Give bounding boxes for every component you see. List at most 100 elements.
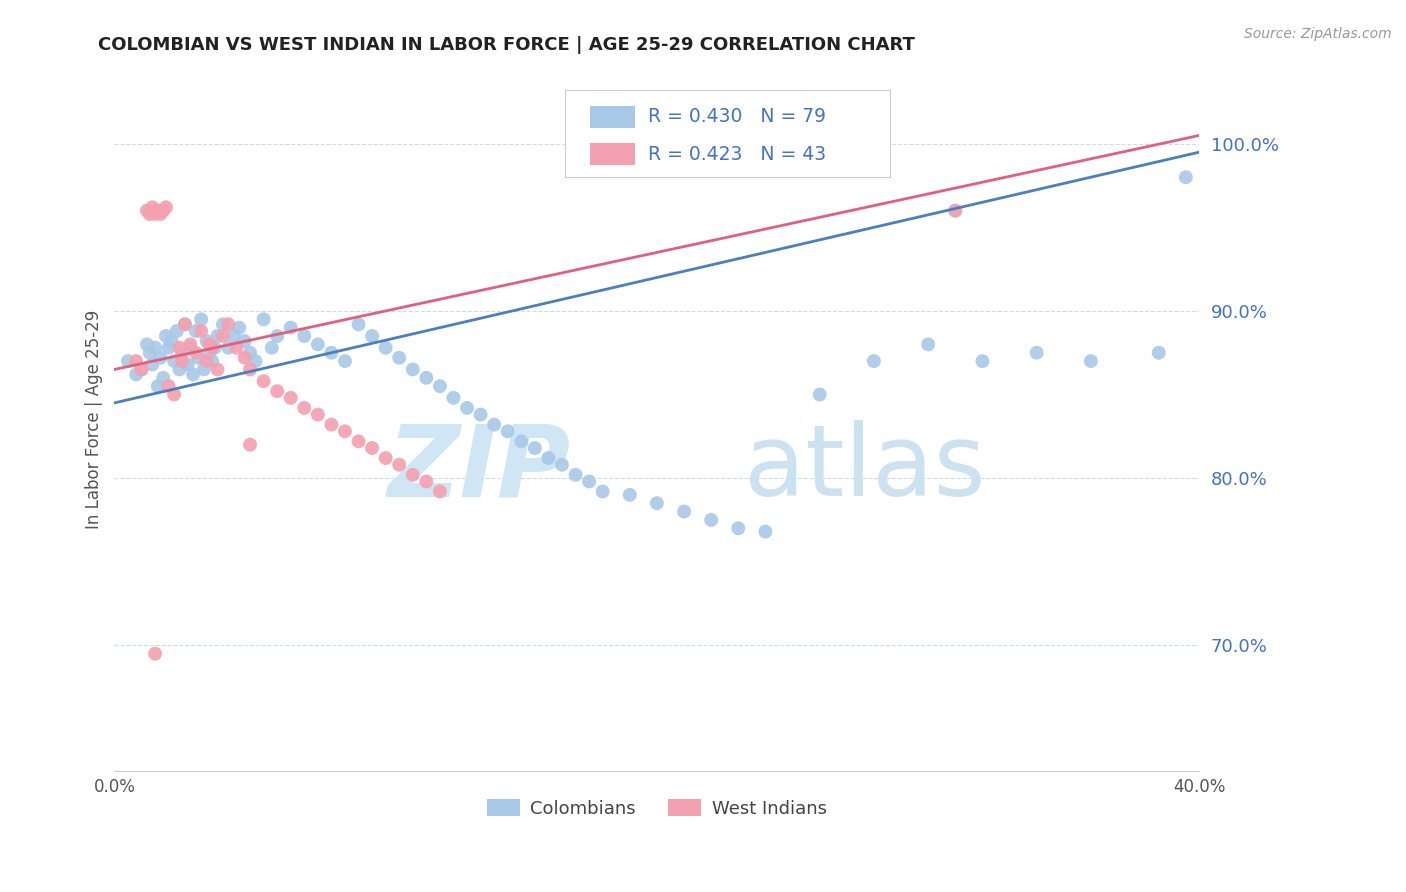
Point xyxy=(179,337,201,351)
Point xyxy=(157,341,180,355)
Point xyxy=(131,362,153,376)
Point xyxy=(198,345,221,359)
Point xyxy=(972,354,994,368)
Point xyxy=(146,203,169,218)
Legend: Colombians, West Indians: Colombians, West Indians xyxy=(479,791,834,825)
Point xyxy=(155,329,177,343)
Point xyxy=(160,334,183,348)
Point xyxy=(402,362,425,376)
Point xyxy=(292,329,315,343)
Point xyxy=(225,341,247,355)
Point xyxy=(143,341,166,355)
Point xyxy=(152,203,174,218)
Point xyxy=(169,341,191,355)
Point xyxy=(551,458,574,472)
Point xyxy=(179,341,201,355)
Point xyxy=(117,354,139,368)
Point xyxy=(174,318,197,332)
Point xyxy=(347,434,370,449)
Point xyxy=(174,318,197,332)
Point xyxy=(280,320,302,334)
Point xyxy=(204,341,226,355)
Point xyxy=(136,337,159,351)
Point xyxy=(321,345,343,359)
Text: atlas: atlas xyxy=(744,420,986,517)
Point xyxy=(212,329,235,343)
Point xyxy=(166,324,188,338)
Point xyxy=(252,312,274,326)
Point xyxy=(374,451,396,466)
Point xyxy=(727,521,749,535)
Point xyxy=(754,524,776,539)
Point xyxy=(163,387,186,401)
Point xyxy=(198,337,221,351)
Point xyxy=(157,379,180,393)
Point xyxy=(645,496,668,510)
Point xyxy=(212,318,235,332)
Point xyxy=(184,345,207,359)
Point xyxy=(321,417,343,432)
Point xyxy=(388,458,411,472)
Point xyxy=(245,354,267,368)
Point xyxy=(141,200,163,214)
Point xyxy=(1174,170,1197,185)
Point xyxy=(1147,345,1170,359)
Point xyxy=(415,371,437,385)
Point xyxy=(239,438,262,452)
Point xyxy=(333,425,356,439)
Point xyxy=(470,408,492,422)
Point xyxy=(152,371,174,385)
Point xyxy=(190,312,212,326)
Point xyxy=(172,354,194,368)
FancyBboxPatch shape xyxy=(565,89,890,178)
Text: COLOMBIAN VS WEST INDIAN IN LABOR FORCE | AGE 25-29 CORRELATION CHART: COLOMBIAN VS WEST INDIAN IN LABOR FORCE … xyxy=(98,36,915,54)
Point xyxy=(333,354,356,368)
Point xyxy=(307,408,329,422)
Point xyxy=(496,425,519,439)
Point xyxy=(239,345,262,359)
Point xyxy=(700,513,723,527)
Point xyxy=(233,334,256,348)
Point xyxy=(195,334,218,348)
Point xyxy=(217,341,239,355)
Point xyxy=(260,341,283,355)
Point xyxy=(176,358,198,372)
Point xyxy=(1025,345,1047,359)
Point xyxy=(125,368,148,382)
Point xyxy=(201,354,224,368)
Point xyxy=(181,368,204,382)
Point xyxy=(266,384,288,399)
Point xyxy=(361,329,384,343)
Point xyxy=(239,362,262,376)
Point xyxy=(1080,354,1102,368)
Point xyxy=(537,451,560,466)
Point xyxy=(252,374,274,388)
Point xyxy=(184,324,207,338)
Point xyxy=(266,329,288,343)
Point xyxy=(187,351,209,365)
Point xyxy=(592,484,614,499)
Point xyxy=(201,341,224,355)
Point xyxy=(138,207,160,221)
Point xyxy=(456,401,478,415)
Point xyxy=(374,341,396,355)
Point xyxy=(347,318,370,332)
Point xyxy=(143,207,166,221)
Point xyxy=(149,351,172,365)
Point xyxy=(207,329,229,343)
Point xyxy=(578,475,600,489)
Point xyxy=(169,362,191,376)
Text: Source: ZipAtlas.com: Source: ZipAtlas.com xyxy=(1244,27,1392,41)
Point xyxy=(131,362,153,376)
Point xyxy=(482,417,505,432)
Point xyxy=(233,351,256,365)
Point xyxy=(207,362,229,376)
FancyBboxPatch shape xyxy=(589,106,636,128)
Point xyxy=(195,354,218,368)
Point xyxy=(443,391,465,405)
Point xyxy=(149,207,172,221)
Point xyxy=(172,345,194,359)
Point xyxy=(307,337,329,351)
Point xyxy=(190,324,212,338)
Point xyxy=(146,379,169,393)
